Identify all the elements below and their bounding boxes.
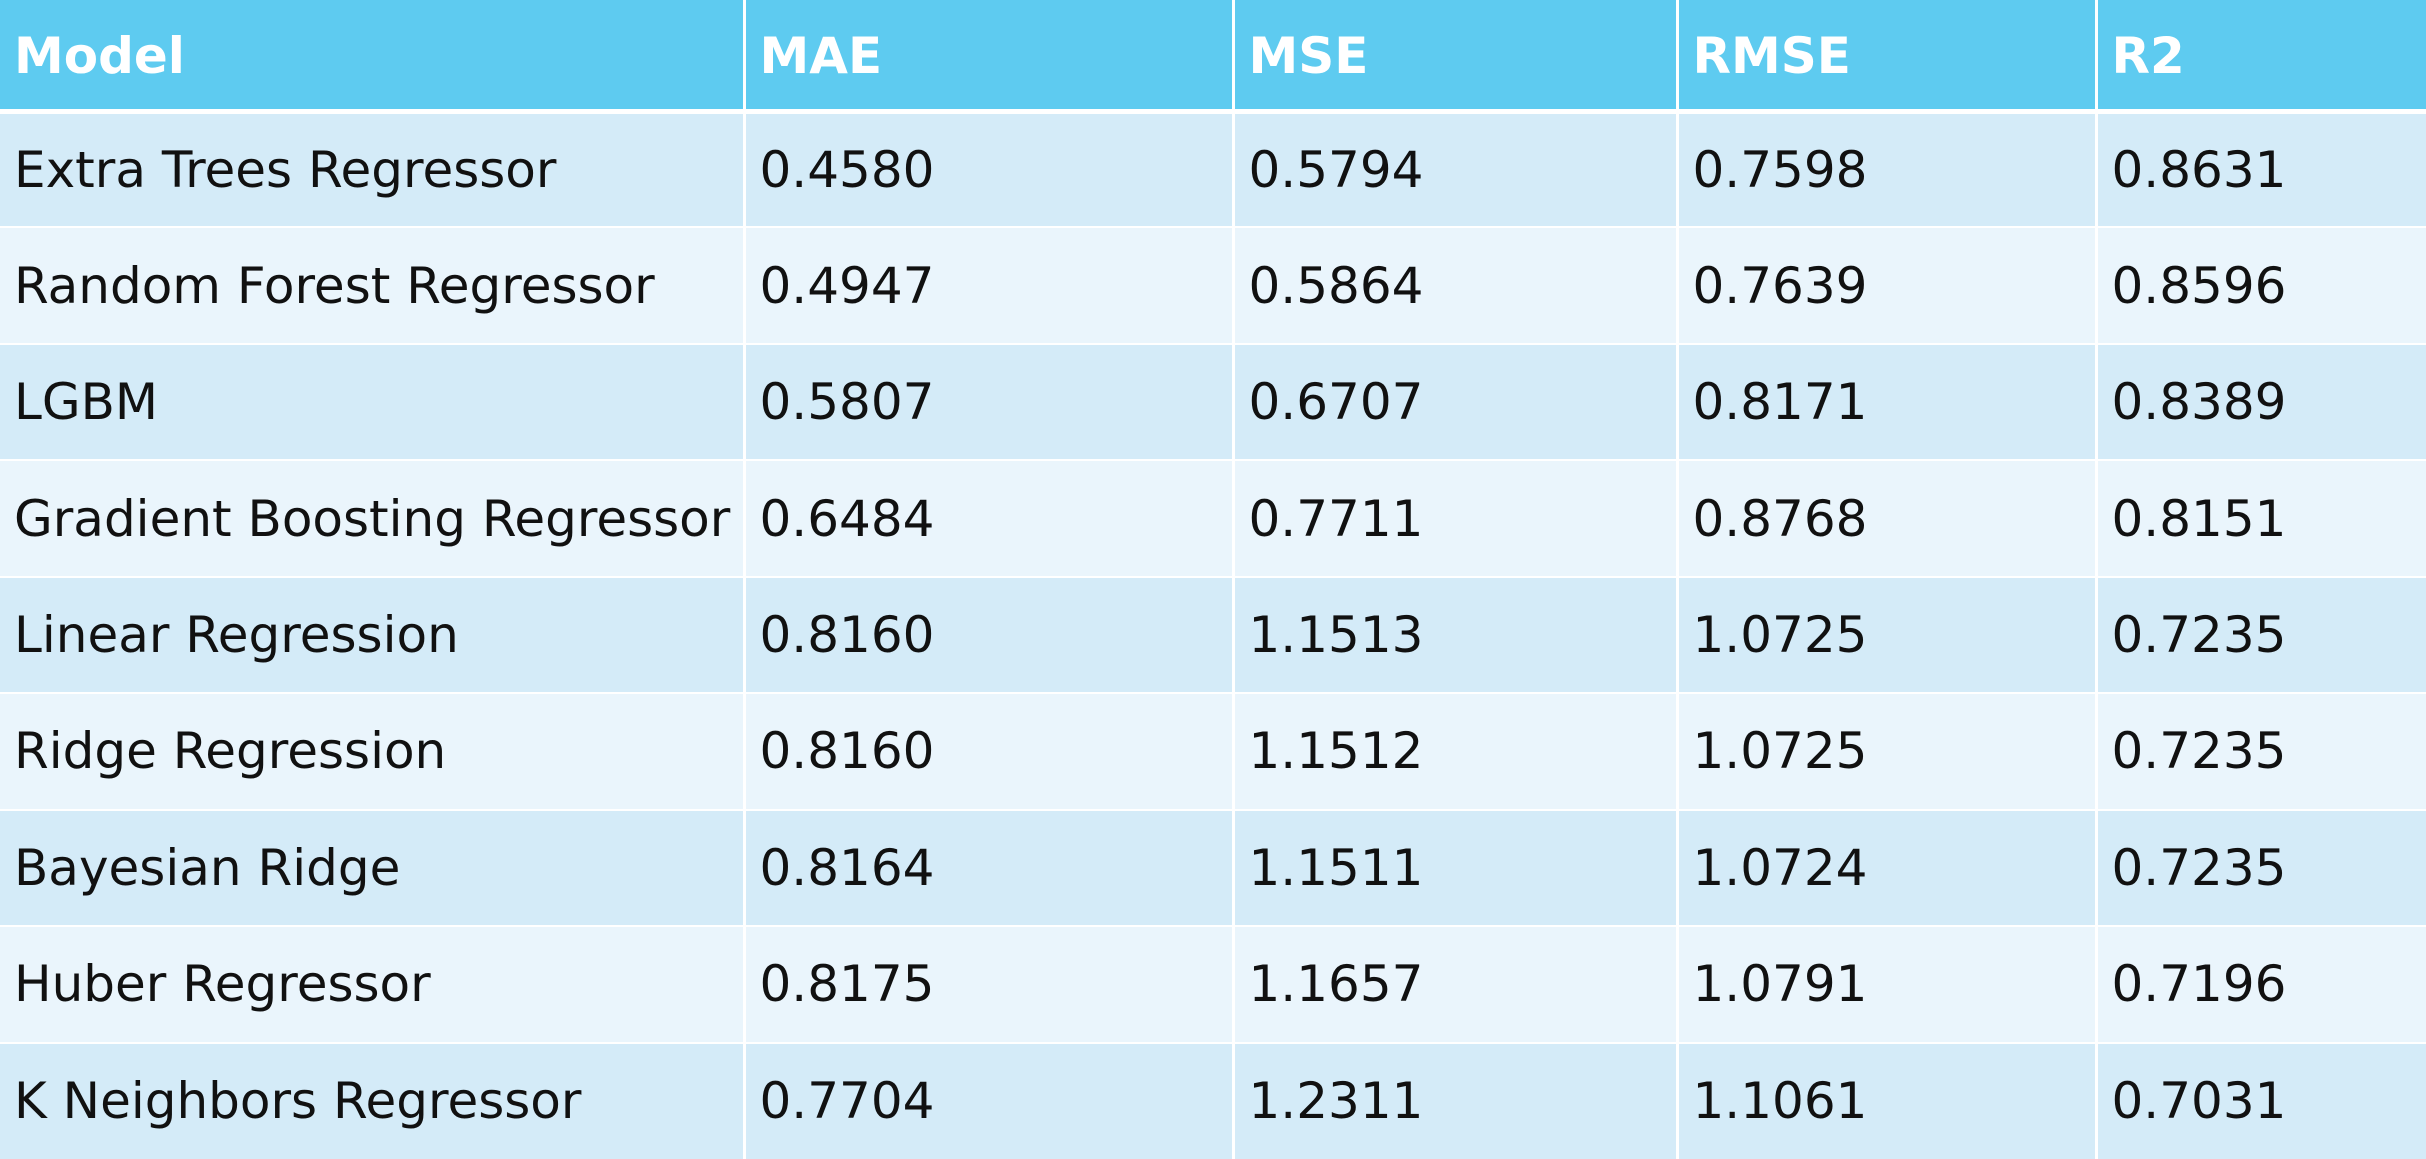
table-body: Extra Trees Regressor 0.4580 0.5794 0.7598 0… [0,111,2426,1159]
table-row: Bayesian Ridge 0.8164 1.1511 1.0724 0.7235 [0,809,2426,928]
table-row: K Neighbors Regressor 0.7704 1.2311 1.1061 0… [0,1042,2426,1159]
header-rmse: RMSE [1677,0,2098,114]
cell-mse: 0.7711 [1233,460,1679,578]
cell-mse: 0.6707 [1233,343,1679,462]
header-row: Model MAE MSE RMSE R2 [0,0,2426,114]
table-row: Extra Trees Regressor 0.4580 0.5794 0.7598 0… [0,111,2426,229]
cell-r2: 0.8596 [2096,227,2426,345]
cell-model: LGBM [0,343,746,462]
cell-mse: 1.1512 [1233,693,1679,811]
cell-mae: 0.6484 [744,460,1235,578]
table-row: Gradient Boosting Regressor 0.6484 0.7711 0… [0,460,2426,578]
cell-r2: 0.7235 [2096,576,2426,695]
table-row: Random Forest Regressor 0.4947 0.5864 0.763… [0,227,2426,345]
cell-r2: 0.7235 [2096,809,2426,928]
header-mae: MAE [744,0,1235,114]
cell-model: Ridge Regression [0,693,746,811]
cell-mae: 0.5807 [744,343,1235,462]
cell-r2: 0.8631 [2096,111,2426,229]
cell-model: Extra Trees Regressor [0,111,746,229]
cell-rmse: 0.7639 [1677,227,2098,345]
cell-r2: 0.8389 [2096,343,2426,462]
cell-mae: 0.7704 [744,1042,1235,1159]
cell-r2: 0.8151 [2096,460,2426,578]
cell-mae: 0.4580 [744,111,1235,229]
cell-rmse: 0.8768 [1677,460,2098,578]
cell-rmse: 0.7598 [1677,111,2098,229]
table-header: Model MAE MSE RMSE R2 [0,0,2426,114]
cell-rmse: 1.0725 [1677,693,2098,811]
cell-rmse: 1.0791 [1677,926,2098,1044]
header-mse: MSE [1233,0,1679,114]
table-row: Ridge Regression 0.8160 1.1512 1.0725 0.7235 [0,693,2426,811]
cell-model: Random Forest Regressor [0,227,746,345]
cell-mae: 0.8164 [744,809,1235,928]
cell-mse: 1.1513 [1233,576,1679,695]
cell-model: K Neighbors Regressor [0,1042,746,1159]
cell-rmse: 0.8171 [1677,343,2098,462]
table-row: Linear Regression 0.8160 1.1513 1.0725 0.723… [0,576,2426,695]
cell-model: Bayesian Ridge [0,809,746,928]
cell-rmse: 1.0724 [1677,809,2098,928]
cell-mae: 0.4947 [744,227,1235,345]
header-r2: R2 [2096,0,2426,114]
cell-r2: 0.7196 [2096,926,2426,1044]
cell-mae: 0.8175 [744,926,1235,1044]
cell-model: Gradient Boosting Regressor [0,460,746,578]
cell-rmse: 1.1061 [1677,1042,2098,1159]
cell-r2: 0.7235 [2096,693,2426,811]
cell-mse: 1.2311 [1233,1042,1679,1159]
cell-rmse: 1.0725 [1677,576,2098,695]
cell-mae: 0.8160 [744,693,1235,811]
cell-mse: 1.1657 [1233,926,1679,1044]
header-model: Model [0,0,746,114]
table-row: LGBM 0.5807 0.6707 0.8171 0.8389 [0,343,2426,462]
cell-r2: 0.7031 [2111,1072,2287,1131]
cell-mse: 1.1511 [1233,809,1679,928]
cell-mse: 0.5794 [1233,111,1679,229]
cell-mse: 0.5864 [1233,227,1679,345]
table-row: Huber Regressor 0.8175 1.1657 1.0791 0.7196 [0,926,2426,1044]
cell-model: Huber Regressor [0,926,746,1044]
cell-mae: 0.8160 [744,576,1235,695]
cell-model: Linear Regression [0,576,746,695]
